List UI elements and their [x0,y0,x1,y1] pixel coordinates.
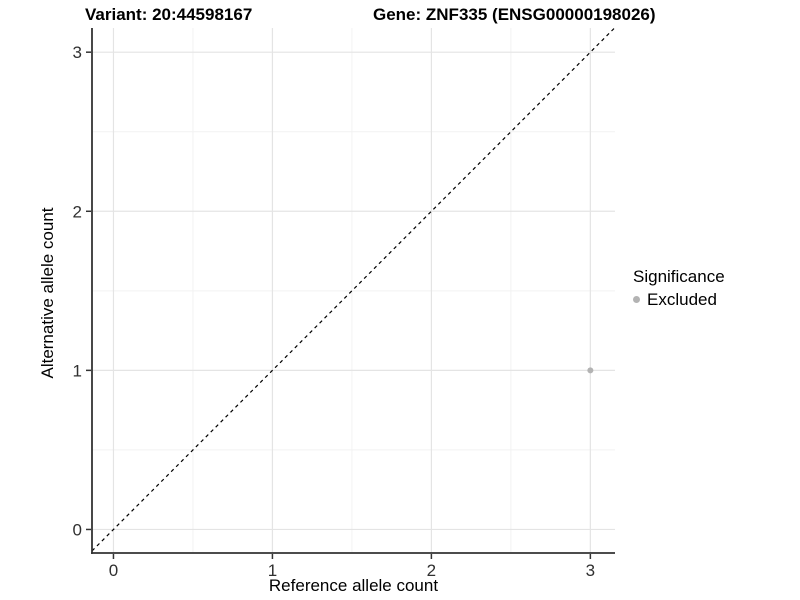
legend: Significance Excluded [633,266,725,310]
legend-item-excluded: Excluded [633,289,725,310]
data-point [587,367,594,374]
y-tick-label: 0 [73,520,82,539]
x-axis-title: Reference allele count [268,576,439,595]
x-tick-label: 3 [586,561,595,580]
legend-title: Significance [633,267,725,286]
y-tick-label: 1 [73,361,82,380]
plot-title-variant: Variant: 20:44598167 [85,5,253,24]
x-tick-label: 1 [268,561,277,580]
y-tick-label: 3 [73,43,82,62]
plot-title-gene: Gene: ZNF335 (ENSG00000198026) [373,5,656,24]
y-tick-label: 2 [73,202,82,221]
legend-point-icon [633,296,640,303]
identity-dashed-line [91,27,615,552]
x-tick-label: 0 [109,561,118,580]
legend-item-label: Excluded [647,290,717,309]
x-tick-label: 2 [427,561,436,580]
y-axis-title: Alternative allele count [38,207,57,379]
